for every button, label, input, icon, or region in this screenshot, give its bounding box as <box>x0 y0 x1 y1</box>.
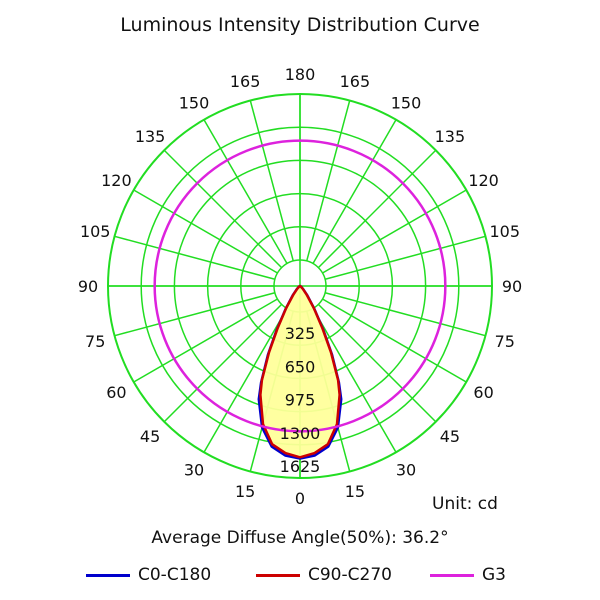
angle-tick-label: 0 <box>295 489 305 508</box>
unit-label: Unit: cd <box>432 494 498 514</box>
angle-tick-label: 105 <box>80 222 111 241</box>
average-diffuse-angle: Average Diffuse Angle(50%): 36.2° <box>151 528 449 548</box>
angle-tick-label: 90 <box>502 277 522 296</box>
grid-spoke <box>203 119 288 264</box>
angle-tick-label: 45 <box>140 427 160 446</box>
angle-tick-label: 45 <box>440 427 460 446</box>
legend-swatch-c0-c180 <box>86 573 130 577</box>
grid-spoke <box>163 303 283 423</box>
curves <box>153 139 447 460</box>
grid-spoke <box>312 119 397 264</box>
legend-item-c90-c270: C90-C270 <box>256 562 392 588</box>
angle-tick-label: 120 <box>101 171 132 190</box>
series-g3-curve <box>153 139 447 433</box>
grid-spoke <box>322 298 467 383</box>
angle-tick-label: 180 <box>285 65 316 84</box>
radial-tick-label: 975 <box>285 391 316 410</box>
grid-spoke <box>114 292 276 337</box>
angle-tick-label: 150 <box>179 93 210 112</box>
grid-spoke <box>133 298 278 383</box>
angle-tick-labels: 0 15 30 45 60 75 90 105 120 135 150 165 180 15 30 45 60 7… <box>78 65 522 508</box>
radial-tick-label: 325 <box>285 324 316 343</box>
angle-tick-label: 15 <box>235 482 255 501</box>
legend: C0-C180 C90-C270 G3 <box>0 562 600 588</box>
angle-tick-label: 15 <box>345 482 365 501</box>
grid-spoke <box>322 189 467 274</box>
angle-tick-label: 75 <box>495 332 515 351</box>
grid-spoke <box>249 100 294 262</box>
angle-tick-label: 90 <box>78 277 98 296</box>
angle-tick-label: 60 <box>473 383 493 402</box>
grid-spoke <box>133 189 278 274</box>
legend-label: G3 <box>482 565 506 585</box>
legend-swatch-c90-c270 <box>256 573 300 577</box>
series-c90-c270-curve <box>259 284 341 459</box>
angle-tick-label: 30 <box>396 461 416 480</box>
grid-spoke <box>317 303 437 423</box>
legend-item-g3: G3 <box>430 562 506 588</box>
angle-tick-label: 30 <box>184 461 204 480</box>
angle-tick-label: 120 <box>468 171 499 190</box>
angle-tick-label: 60 <box>106 383 126 402</box>
radial-tick-label: 1300 <box>280 424 321 443</box>
legend-label: C90-C270 <box>308 565 392 585</box>
radial-tick-labels: 325 650 975 1300 1625 <box>280 324 321 476</box>
angle-tick-label: 135 <box>135 127 166 146</box>
grid-spoke <box>312 308 397 453</box>
grid-spoke <box>306 100 351 262</box>
angle-tick-label: 105 <box>490 222 521 241</box>
curve-fills <box>258 286 342 459</box>
grid-spoke <box>114 235 276 280</box>
grid-spoke <box>317 149 437 269</box>
grid-spoke <box>203 308 288 453</box>
legend-swatch-g3 <box>430 573 474 577</box>
angle-tick-label: 75 <box>85 332 105 351</box>
grid-spoke <box>163 149 283 269</box>
grid-spoke <box>324 235 486 280</box>
radial-tick-label: 650 <box>285 357 316 376</box>
angle-tick-label: 165 <box>230 72 261 91</box>
radial-tick-label: 1625 <box>280 457 321 476</box>
chart-title: Luminous Intensity Distribution Curve <box>120 14 480 36</box>
angle-tick-label: 135 <box>435 127 466 146</box>
series-c90-c270-fill <box>260 286 340 458</box>
angle-tick-label: 150 <box>391 93 422 112</box>
legend-item-c0-c180: C0-C180 <box>86 562 211 588</box>
legend-label: C0-C180 <box>138 565 212 585</box>
angle-tick-label: 165 <box>340 72 371 91</box>
grid-spoke <box>324 292 486 337</box>
